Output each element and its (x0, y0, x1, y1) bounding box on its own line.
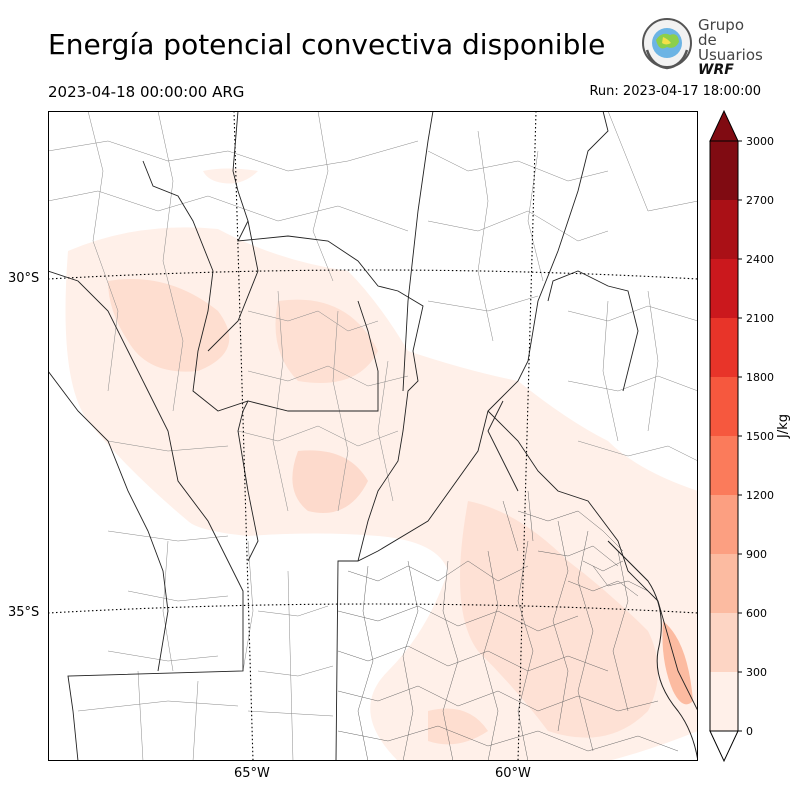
river-coast (607, 540, 698, 761)
logo-line-2: Usuarios (698, 46, 763, 64)
colorbar-tick-label: 2700 (746, 194, 774, 207)
lon-label-60w: 60°W (495, 766, 531, 781)
colorbar-tick-label: 600 (746, 607, 767, 620)
department-boundaries (48, 111, 698, 761)
buenos-aires-partidos (337, 490, 679, 761)
colorbar-tick-label: 2100 (746, 312, 774, 325)
graticule (48, 111, 698, 761)
lat-label-35s: 35°S (8, 605, 40, 620)
colorbar-unit-label: J/kg (776, 414, 791, 438)
colorbar-bin (710, 259, 738, 318)
colorbar-bins (710, 141, 738, 731)
colorbar-bin (710, 200, 738, 259)
lat-label-30s: 30°S (8, 271, 40, 286)
colorbar-bin (710, 141, 738, 200)
colorbar-bin (710, 377, 738, 436)
colorbar-tick-label: 1500 (746, 430, 774, 443)
colorbar-tick-label: 1200 (746, 489, 774, 502)
map-title: Energía potencial convectiva disponible (48, 28, 606, 61)
colorbar-bin (710, 318, 738, 377)
map-frame (48, 111, 698, 761)
colorbar-max-arrow (709, 109, 739, 142)
colorbar-tick-label: 3000 (746, 135, 774, 148)
colorbar-min-arrow (709, 730, 739, 763)
province-boundaries (48, 111, 698, 761)
colorbar-bin (710, 436, 738, 495)
logo-line-3: WRF (698, 62, 734, 78)
colorbar-bin (710, 672, 738, 731)
logo-line-1: Grupo de (698, 16, 744, 49)
colorbar-tick-label: 1800 (746, 371, 774, 384)
colorbar-tick-label: 900 (746, 548, 767, 561)
valid-time: 2023-04-18 00:00:00 ARG (48, 83, 245, 101)
globe-emblem-icon (642, 18, 692, 70)
lon-label-65w: 65°W (234, 766, 270, 781)
cape-shading (65, 168, 698, 761)
cape-map[interactable] (48, 111, 698, 761)
colorbar-tick-label: 300 (746, 666, 767, 679)
colorbar-ticks: 0 300 600 900 1200 1500 1800 2100 2400 2700 3000 (738, 135, 774, 738)
colorbar-bin (710, 495, 738, 554)
colorbar-tick-label: 0 (746, 725, 753, 738)
wrf-logo: Grupo de Usuarios WRF (638, 16, 763, 78)
colorbar: 0 300 600 900 1200 1500 1800 2100 2400 2700 3000 (709, 109, 774, 763)
colorbar-bin (710, 554, 738, 613)
run-time: Run: 2023-04-17 18:00:00 (589, 84, 761, 99)
colorbar-bin (710, 613, 738, 672)
colorbar-tick-label: 2400 (746, 253, 774, 266)
